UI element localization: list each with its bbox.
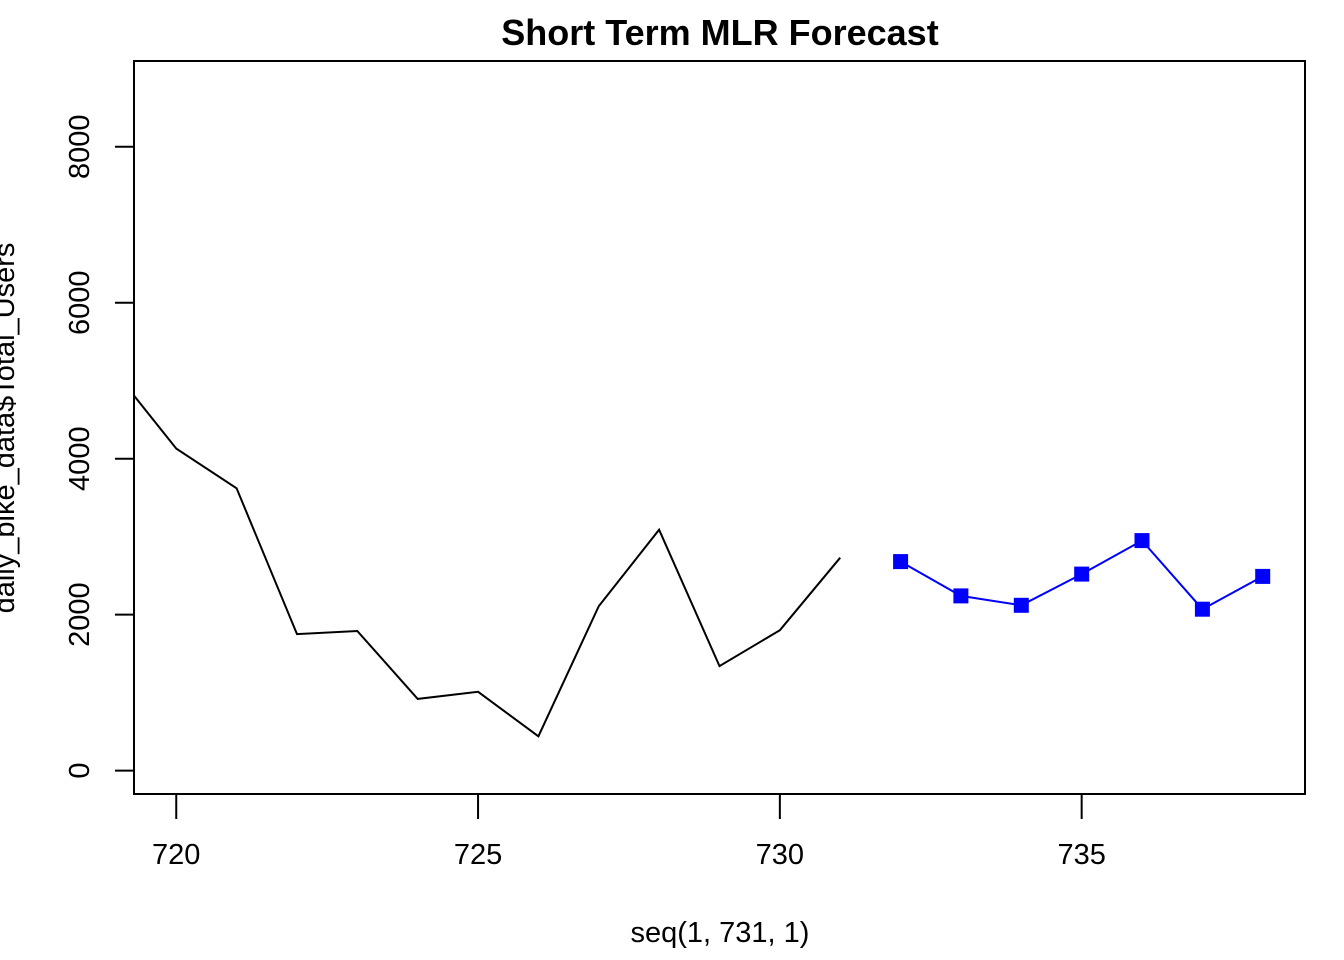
- series-2-marker: [1013, 597, 1029, 613]
- series-2-marker: [1074, 566, 1090, 582]
- x-tick-label: 720: [152, 839, 200, 871]
- x-tick-label: 735: [1057, 839, 1105, 871]
- series-2-marker: [1134, 533, 1150, 549]
- series-1-line: [134, 393, 841, 738]
- series-layer: [134, 393, 1271, 738]
- x-tick-label: 725: [454, 839, 502, 871]
- y-tick-label: 6000: [64, 270, 96, 335]
- x-axis: 720 725 730 735: [152, 793, 1106, 871]
- series-2-marker: [1194, 601, 1210, 617]
- y-tick-label: 2000: [64, 582, 96, 647]
- y-tick-label: 4000: [64, 426, 96, 491]
- x-axis-label: seq(1, 731, 1): [631, 917, 810, 949]
- y-tick-label: 0: [64, 763, 96, 779]
- series-2-marker: [893, 554, 909, 570]
- series-2-marker: [953, 588, 969, 604]
- x-tick-label: 730: [756, 839, 804, 871]
- chart-title: Short Term MLR Forecast: [501, 12, 938, 53]
- y-tick-label: 8000: [64, 115, 96, 180]
- y-axis: 0 2000 4000 6000 8000: [64, 115, 135, 779]
- y-axis-label: daily_bike_data$Total_Users: [0, 243, 21, 614]
- plot-frame: [133, 60, 1306, 795]
- series-2-marker: [1255, 568, 1271, 584]
